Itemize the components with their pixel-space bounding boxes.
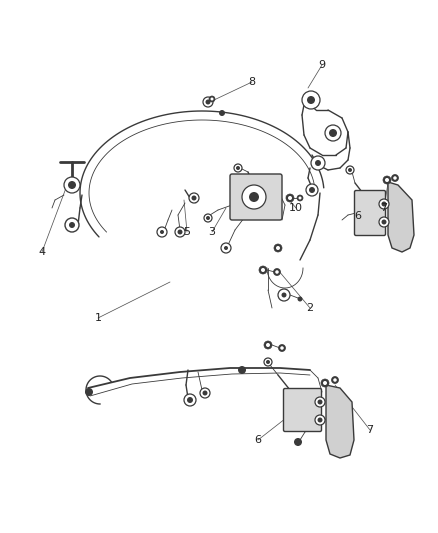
Circle shape: [219, 110, 225, 116]
Circle shape: [323, 381, 327, 385]
Circle shape: [311, 156, 325, 170]
Circle shape: [379, 199, 389, 209]
Circle shape: [346, 166, 354, 174]
Circle shape: [261, 268, 265, 272]
Circle shape: [202, 391, 208, 395]
Circle shape: [203, 97, 213, 107]
Circle shape: [221, 243, 231, 253]
Circle shape: [85, 388, 93, 396]
Circle shape: [238, 366, 246, 374]
Text: 1: 1: [95, 313, 102, 323]
FancyBboxPatch shape: [354, 190, 385, 236]
Circle shape: [306, 184, 318, 196]
Circle shape: [211, 98, 213, 101]
Circle shape: [286, 194, 294, 202]
Circle shape: [276, 246, 280, 250]
Text: 3: 3: [208, 227, 215, 237]
Text: 8: 8: [248, 77, 255, 87]
Circle shape: [315, 397, 325, 407]
Circle shape: [187, 397, 193, 403]
Circle shape: [266, 360, 270, 364]
Circle shape: [315, 415, 325, 425]
Circle shape: [318, 417, 322, 423]
Circle shape: [348, 168, 352, 172]
Circle shape: [325, 125, 341, 141]
Circle shape: [282, 293, 286, 297]
Text: 6: 6: [354, 211, 361, 221]
Circle shape: [288, 196, 292, 200]
Circle shape: [333, 378, 337, 382]
Circle shape: [249, 192, 259, 202]
Circle shape: [234, 164, 242, 172]
Circle shape: [204, 214, 212, 222]
Text: 9: 9: [318, 60, 325, 70]
Circle shape: [209, 96, 215, 102]
Circle shape: [264, 341, 272, 349]
Text: 2: 2: [307, 303, 314, 313]
Circle shape: [315, 160, 321, 166]
Circle shape: [302, 91, 320, 109]
Circle shape: [224, 246, 228, 250]
Text: 4: 4: [39, 247, 46, 257]
Circle shape: [64, 177, 80, 193]
Circle shape: [175, 227, 185, 237]
Circle shape: [393, 176, 397, 180]
Circle shape: [321, 379, 329, 387]
Circle shape: [177, 230, 183, 235]
Polygon shape: [388, 182, 414, 252]
Circle shape: [200, 388, 210, 398]
Circle shape: [259, 266, 267, 274]
Text: 6: 6: [254, 435, 261, 445]
Circle shape: [278, 289, 290, 301]
Circle shape: [318, 400, 322, 405]
Circle shape: [189, 193, 199, 203]
Circle shape: [329, 129, 337, 137]
Text: 7: 7: [367, 425, 374, 435]
Circle shape: [332, 376, 339, 384]
Circle shape: [68, 181, 76, 189]
Circle shape: [236, 166, 240, 170]
Circle shape: [309, 187, 315, 193]
Text: 10: 10: [289, 203, 303, 213]
Circle shape: [307, 96, 315, 104]
Circle shape: [264, 358, 272, 366]
Polygon shape: [326, 385, 354, 458]
Circle shape: [206, 216, 210, 220]
Circle shape: [297, 296, 303, 302]
Circle shape: [381, 201, 386, 206]
Circle shape: [381, 220, 386, 224]
Circle shape: [205, 100, 211, 104]
Circle shape: [184, 394, 196, 406]
Circle shape: [242, 185, 266, 209]
Circle shape: [383, 176, 391, 184]
Circle shape: [297, 195, 303, 201]
Circle shape: [69, 222, 75, 228]
Circle shape: [65, 218, 79, 232]
Circle shape: [275, 270, 279, 274]
Text: 5: 5: [184, 227, 191, 237]
Circle shape: [299, 197, 301, 199]
Circle shape: [392, 174, 399, 182]
Circle shape: [160, 230, 164, 234]
Circle shape: [266, 343, 270, 347]
Circle shape: [280, 346, 284, 350]
Circle shape: [385, 178, 389, 182]
Circle shape: [294, 438, 302, 446]
Circle shape: [273, 269, 280, 276]
Text: 7: 7: [381, 203, 388, 213]
Circle shape: [191, 196, 197, 200]
FancyBboxPatch shape: [230, 174, 282, 220]
Circle shape: [157, 227, 167, 237]
FancyBboxPatch shape: [283, 389, 321, 432]
Circle shape: [274, 244, 282, 252]
Circle shape: [379, 217, 389, 227]
Circle shape: [279, 344, 286, 351]
